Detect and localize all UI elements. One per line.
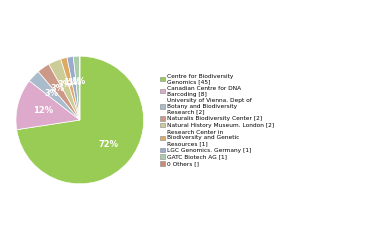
Text: 1%: 1%: [63, 78, 77, 87]
Wedge shape: [17, 56, 144, 184]
Text: 1%: 1%: [67, 78, 81, 87]
Legend: Centre for Biodiversity
Genomics [45], Canadian Centre for DNA
Barcoding [8], Un: Centre for Biodiversity Genomics [45], C…: [159, 72, 275, 168]
Text: 3%: 3%: [58, 80, 72, 89]
Text: 12%: 12%: [33, 106, 53, 115]
Text: 1%: 1%: [71, 77, 85, 86]
Text: 3%: 3%: [51, 84, 65, 93]
Wedge shape: [73, 56, 80, 120]
Wedge shape: [67, 56, 80, 120]
Text: 72%: 72%: [99, 140, 119, 150]
Wedge shape: [29, 72, 80, 120]
Wedge shape: [49, 59, 80, 120]
Wedge shape: [61, 57, 80, 120]
Text: 3%: 3%: [45, 89, 59, 98]
Wedge shape: [38, 64, 80, 120]
Wedge shape: [16, 81, 80, 130]
